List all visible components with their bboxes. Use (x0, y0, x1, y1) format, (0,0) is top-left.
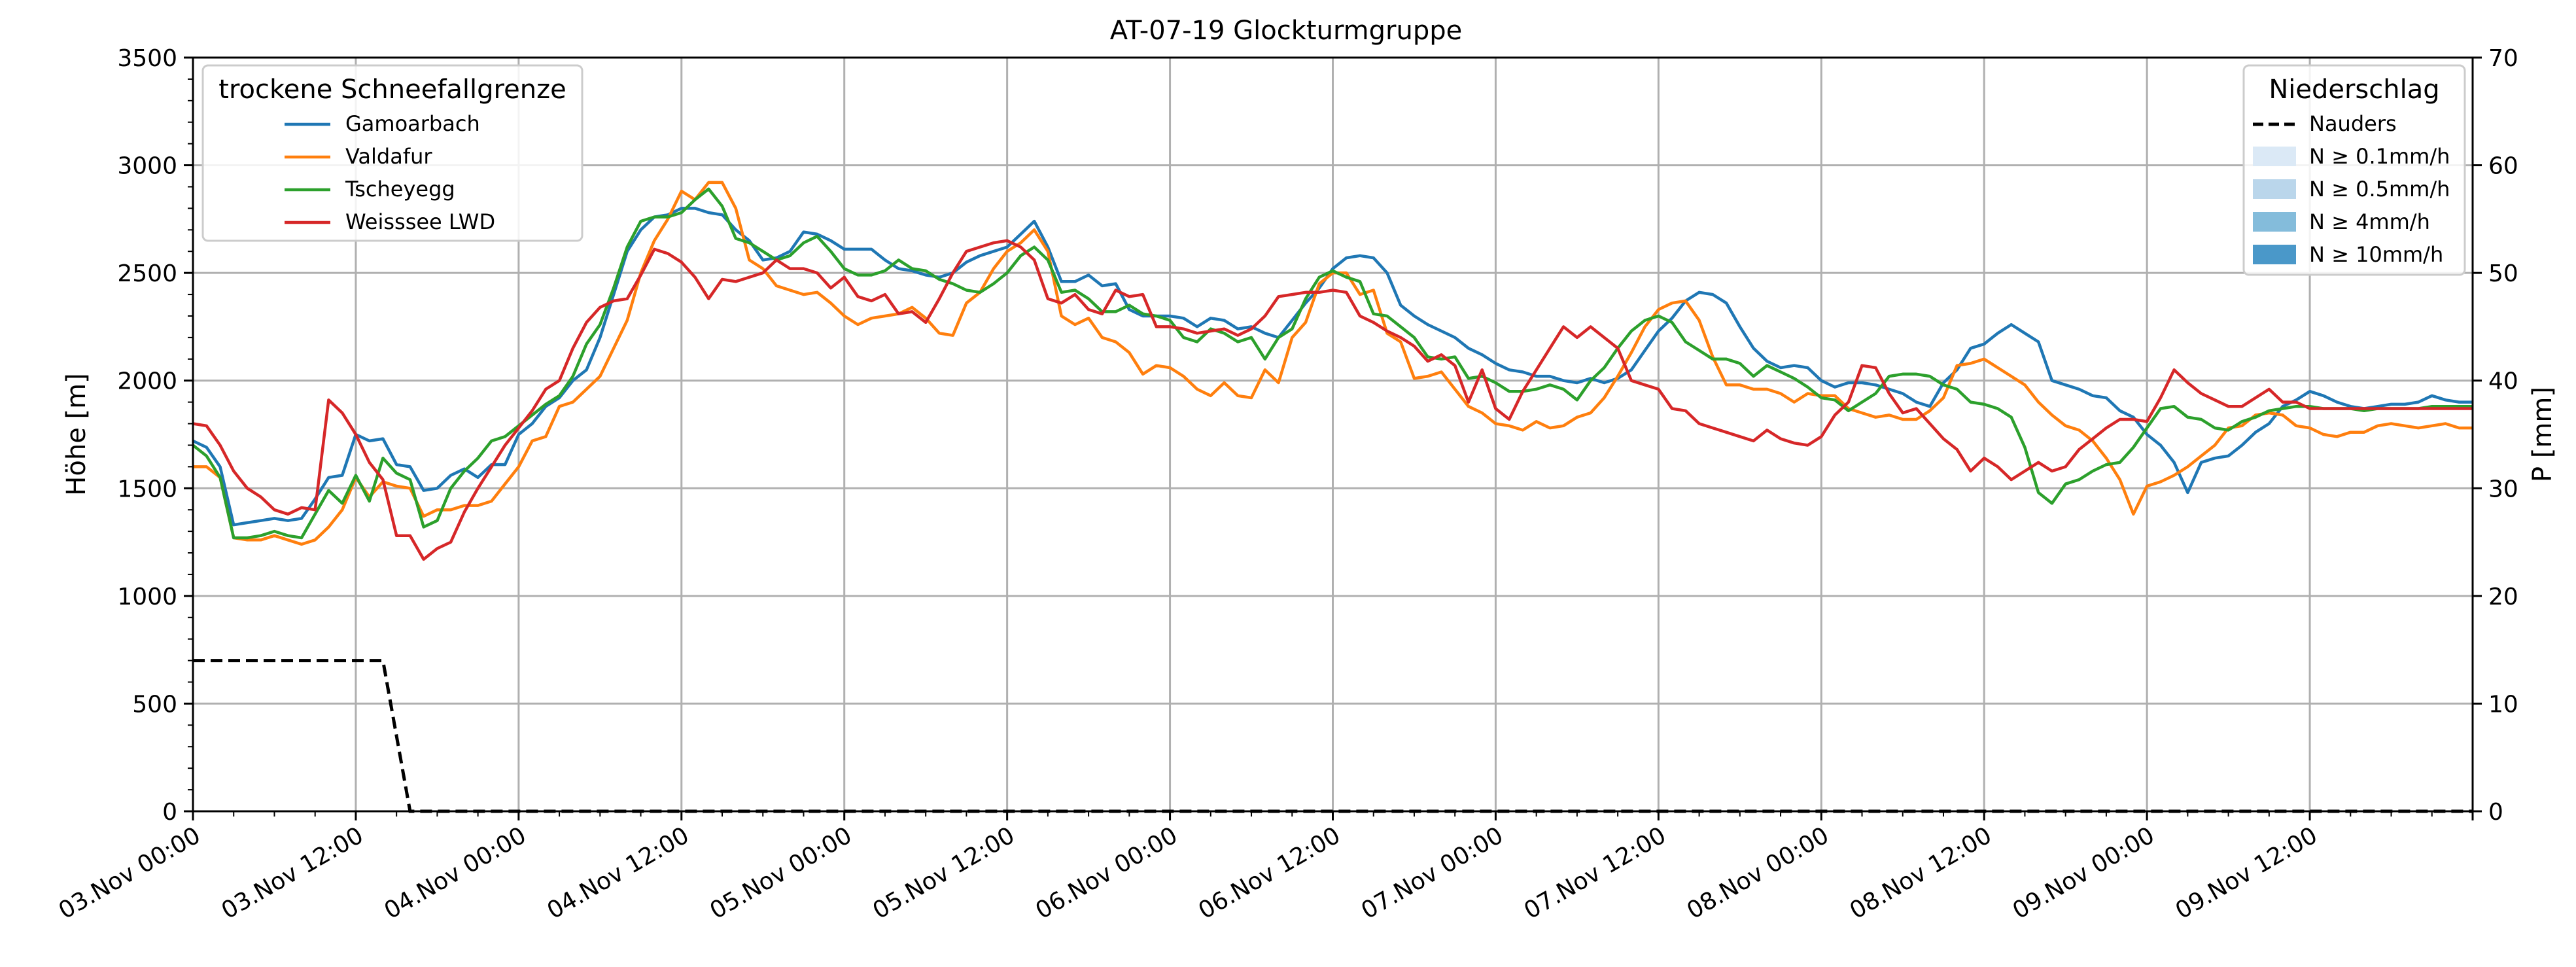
legend-snow-entry: Tscheyegg (345, 177, 455, 202)
legend-snow-entry: Weisssee LWD (345, 209, 495, 234)
legend-snow: trockene Schneefallgrenze Gamoarbach Valda… (201, 64, 583, 242)
chart-title: AT-07-19 Glockturmgruppe (1110, 16, 1462, 46)
legend-precip: Niederschlag Nauders N ≥ 0.1mm/h N ≥ 0.5mm/… (2242, 64, 2466, 276)
y2-tick-label: 10 (2488, 691, 2518, 718)
legend-snow-title: trockene Schneefallgrenze (218, 75, 566, 105)
y-tick-label: 3500 (117, 45, 177, 72)
y2-tick-label: 60 (2488, 153, 2518, 180)
y-tick-label: 3000 (117, 153, 177, 180)
y2-tick-label: 30 (2488, 476, 2518, 502)
legend-precip-entry: N ≥ 0.5mm/h (2309, 177, 2450, 202)
series-line-tscheyegg (192, 187, 2473, 540)
y2-axis-label: P [mm] (2528, 387, 2558, 482)
y-tick-label: 1500 (117, 476, 177, 502)
legend-precip-title: Niederschlag (2269, 75, 2439, 105)
legend-precip-box (2242, 64, 2466, 276)
legend-snow-box (201, 64, 583, 242)
legend-precip-entry: N ≥ 10mm/h (2309, 242, 2443, 267)
legend-snow-entry: Valdafur (345, 144, 432, 169)
legend-precip-swatch (2253, 245, 2296, 264)
series-line-weisssee-lwd (192, 239, 2473, 561)
legend-precip-swatch (2253, 147, 2296, 166)
series-line-valdafur (193, 181, 2473, 546)
y-tick-label: 500 (132, 691, 177, 718)
y2-tick-label: 50 (2488, 260, 2518, 287)
series-layer (192, 181, 2473, 813)
y-axis-label: Höhe [m] (61, 373, 92, 495)
y-tick-label: 0 (162, 799, 177, 826)
y-tick-label: 2500 (117, 260, 177, 287)
legend-snow-entry: Gamoarbach (345, 111, 480, 136)
y2-tick-label: 70 (2488, 45, 2518, 72)
y2-tick-label: 40 (2488, 368, 2518, 395)
y-tick-label: 2000 (117, 368, 177, 395)
y2-tick-label: 0 (2488, 799, 2503, 826)
series-line-nauders (193, 659, 2473, 813)
y-tick-label: 1000 (117, 584, 177, 610)
series-line-gamoarbach (192, 207, 2473, 527)
legend-precip-swatch (2253, 179, 2296, 199)
legend-precip-entry: Nauders (2309, 111, 2397, 136)
legend-precip-entry: N ≥ 4mm/h (2309, 209, 2430, 234)
y2-tick-label: 20 (2488, 584, 2518, 610)
legend-precip-entry: N ≥ 0.1mm/h (2309, 144, 2450, 169)
legend-precip-swatch (2253, 212, 2296, 232)
